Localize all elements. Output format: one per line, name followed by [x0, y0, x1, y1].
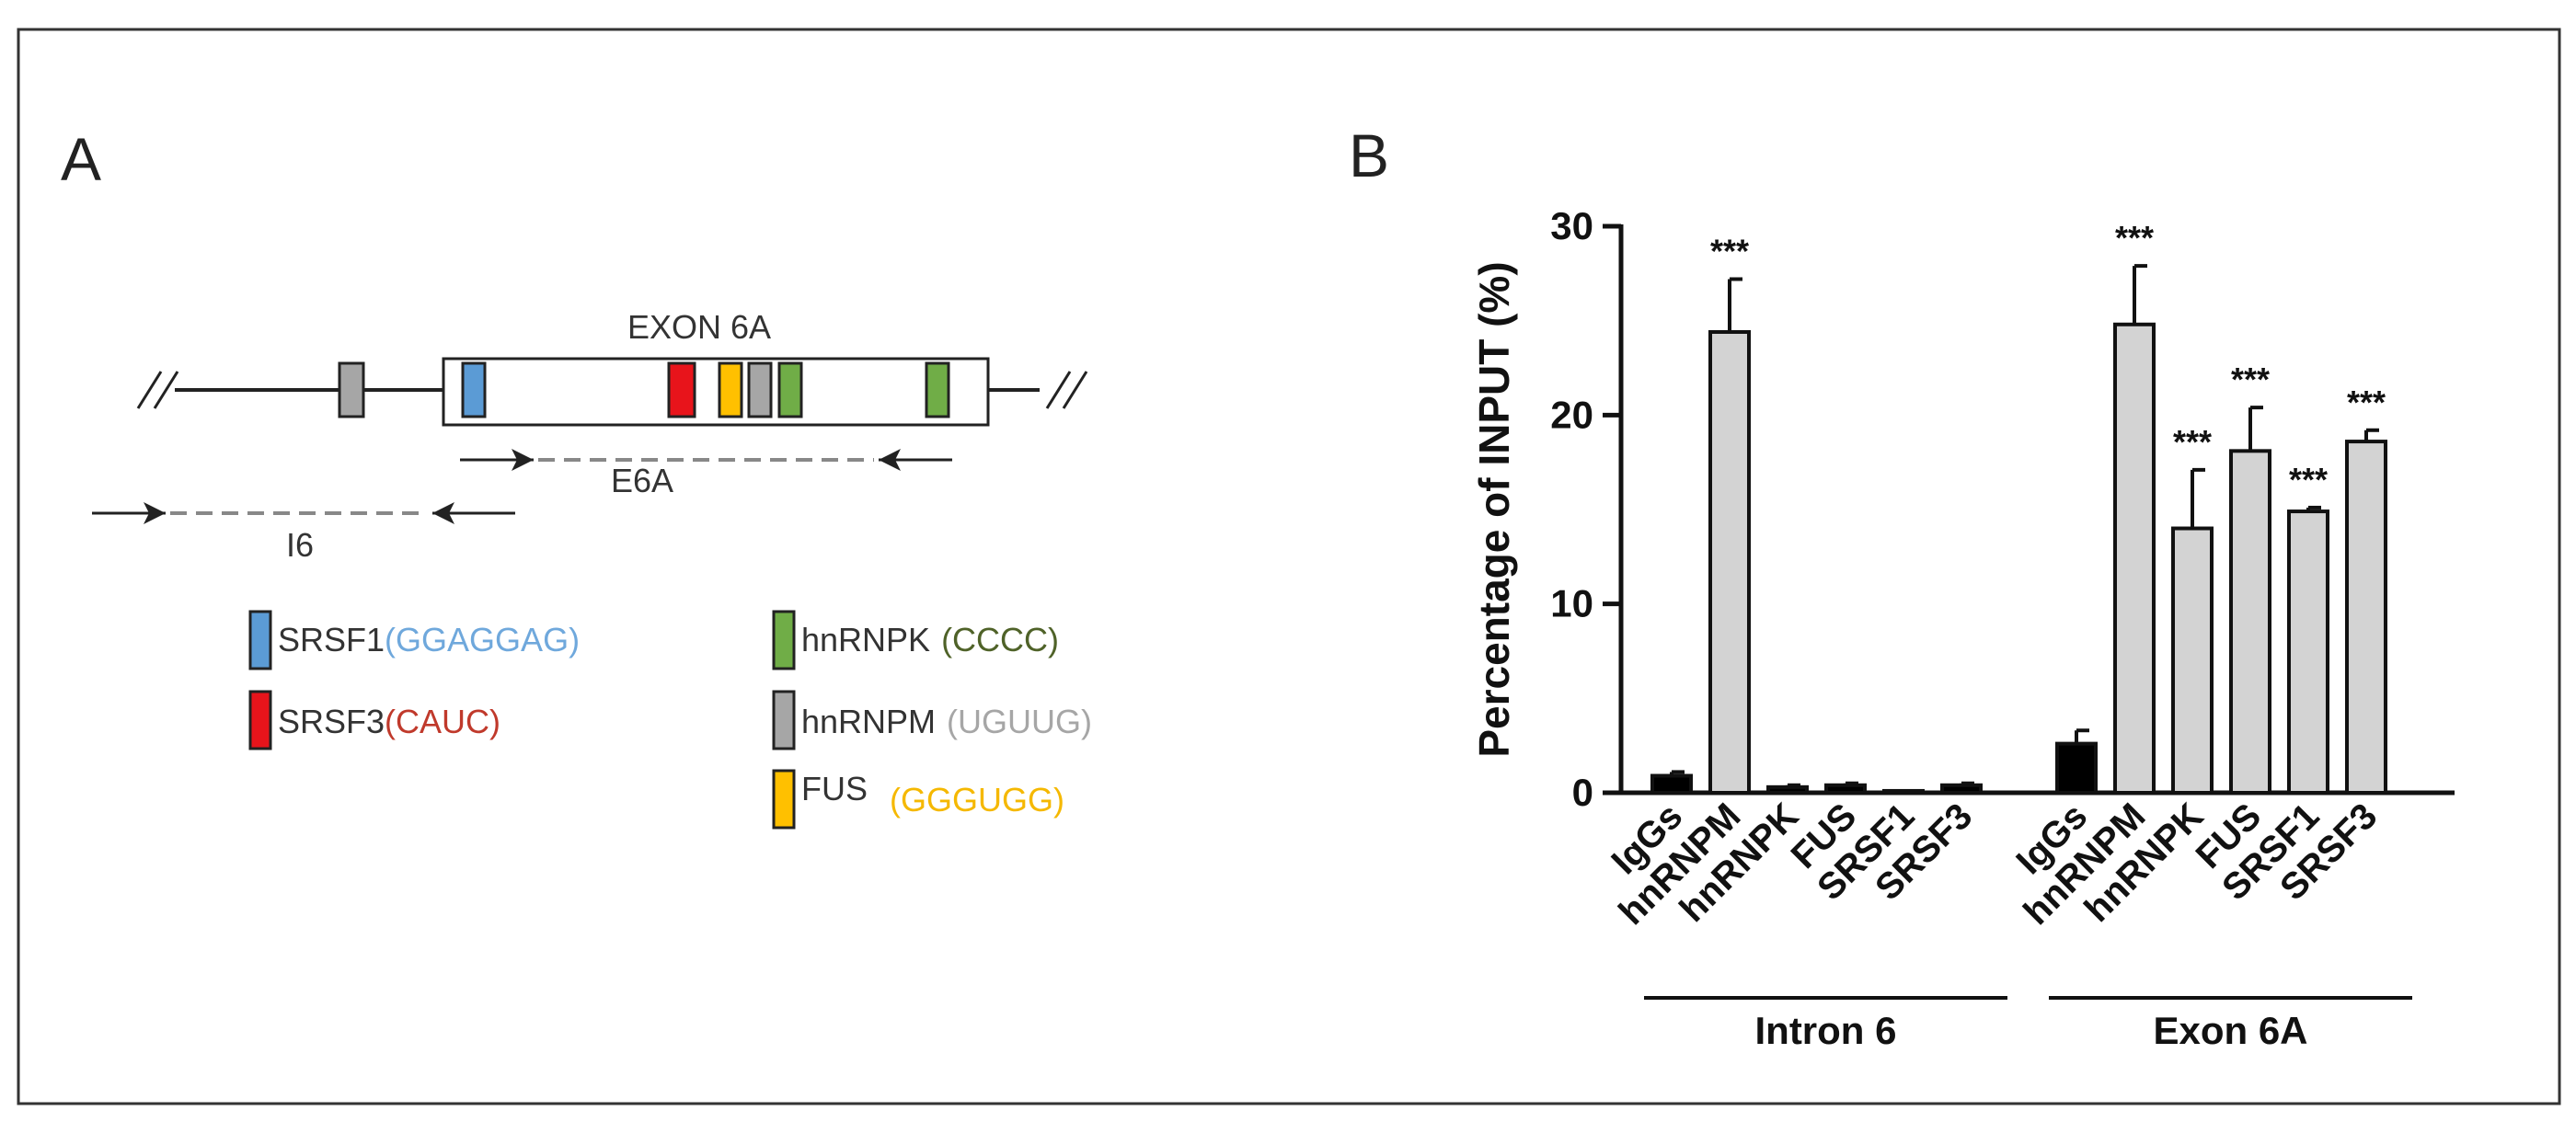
svg-text:SRSF1(GGAGGAG): SRSF1(GGAGGAG) — [278, 621, 580, 658]
legend-srsf3: SRSF3(CAUC) — [248, 690, 500, 750]
group-label-intron-6: Intron 6 — [1755, 1009, 1897, 1052]
exon-srsf3-site — [667, 361, 696, 418]
bar-intron-6-hnrnpk — [1766, 784, 1809, 796]
y-axis-title: Percentage of INPUT (%) — [1470, 261, 1518, 757]
panel-b-chart: B Percentage of INPUT (%) 0102030IgGs***… — [1349, 121, 2455, 1052]
legend-protein-hnrnpk: hnRNPK — [801, 621, 930, 658]
figure-border — [17, 28, 2561, 1105]
exon-hnrnpk-site-2 — [925, 361, 950, 418]
primer-i6-label: I6 — [286, 526, 314, 564]
legend-srsf1: SRSF1(GGAGGAG) — [248, 610, 580, 670]
bar-exon-6a-iggs — [2055, 741, 2098, 796]
significance-exon-6a-fus: *** — [2231, 361, 2270, 398]
legend-motif-fus: (GGGUGG) — [890, 781, 1064, 819]
legend-motif-hnrnpm: (UGUUG) — [947, 703, 1092, 740]
y-tick-label-10: 10 — [1550, 582, 1593, 625]
primer-e6a-label: E6A — [611, 462, 673, 499]
exon-6a-box — [442, 357, 990, 427]
bar-exon-6a-fus — [2229, 449, 2271, 795]
bar-intron-6-srsf3 — [1940, 783, 1983, 796]
legend-fus: FUS (GGGUGG) — [772, 769, 1064, 830]
legend-protein-hnrnpm: hnRNPM — [801, 703, 936, 740]
bar-intron-6-fus — [1824, 783, 1867, 796]
primer-e6a — [460, 449, 952, 471]
legend-protein-srsf1: SRSF1 — [278, 621, 385, 658]
exon-label: EXON 6A — [627, 308, 771, 346]
legend-motif-hnrnpk: (CCCC) — [941, 621, 1059, 658]
y-tick-label-20: 20 — [1550, 393, 1593, 436]
panel-b-label: B — [1349, 121, 1389, 189]
exon-hnrnpm-site — [747, 361, 773, 418]
significance-exon-6a-srsf1: *** — [2289, 461, 2328, 498]
legend-motif-srsf3: (CAUC) — [385, 703, 500, 740]
significance-exon-6a-hnrnpm: *** — [2115, 219, 2154, 257]
panel-a: A EXON 6A E6A — [61, 125, 1092, 830]
bar-exon-6a-srsf3 — [2345, 440, 2387, 795]
significance-exon-6a-hnrnpk: *** — [2173, 423, 2212, 461]
significance-exon-6a-srsf3: *** — [2347, 384, 2386, 421]
bar-exon-6a-srsf1 — [2287, 509, 2329, 795]
legend-motif-srsf1: (GGAGGAG) — [385, 621, 580, 658]
exon-hnrnpk-site-1 — [777, 361, 803, 418]
legend-protein-srsf3: SRSF3 — [278, 703, 385, 740]
bar-exon-6a-hnrnpm — [2113, 322, 2156, 795]
svg-text:hnRNPM(UGUUG): hnRNPM (UGUUG) — [801, 703, 1092, 740]
legend-swatch-hnrnpk — [772, 610, 796, 670]
svg-text:SRSF3(CAUC): SRSF3(CAUC) — [278, 703, 500, 740]
legend-swatch-srsf3 — [248, 690, 272, 750]
legend-swatch-hnrnpm — [772, 690, 796, 750]
y-tick-label-0: 0 — [1572, 771, 1593, 814]
break-mark-right — [1045, 371, 1088, 409]
legend-hnrnpk: hnRNPK (CCCC) — [772, 610, 1059, 670]
bar-exon-6a-hnrnpk — [2171, 526, 2214, 795]
bar-intron-6-hnrnpm — [1708, 329, 1751, 795]
svg-text:hnRNPK(CCCC): hnRNPK (CCCC) — [801, 621, 1059, 658]
break-mark-left — [136, 371, 179, 409]
legend-swatch-srsf1 — [248, 610, 272, 670]
legend-swatch-fus — [772, 769, 796, 830]
primer-i6 — [92, 502, 515, 524]
legend-hnrnpm: hnRNPM (UGUUG) — [772, 690, 1092, 750]
bar-intron-6-iggs — [1650, 773, 1693, 796]
legend-protein-fus: FUS — [801, 770, 868, 807]
chart-marks: 0102030IgGs***hnRNPMhnRNPKFUSSRSF1SRSF3I… — [1550, 204, 2455, 1052]
panel-a-label: A — [61, 125, 101, 193]
exon-srsf1-site — [461, 361, 487, 418]
bar-intron-6-srsf1 — [1882, 788, 1925, 795]
exon-fus-site — [718, 361, 743, 418]
y-tick-label-30: 30 — [1550, 204, 1593, 247]
group-label-exon-6a: Exon 6A — [2153, 1009, 2307, 1052]
intron-hnrnpm-site — [338, 361, 365, 418]
significance-intron-6-hnrnpm: *** — [1710, 232, 1749, 269]
